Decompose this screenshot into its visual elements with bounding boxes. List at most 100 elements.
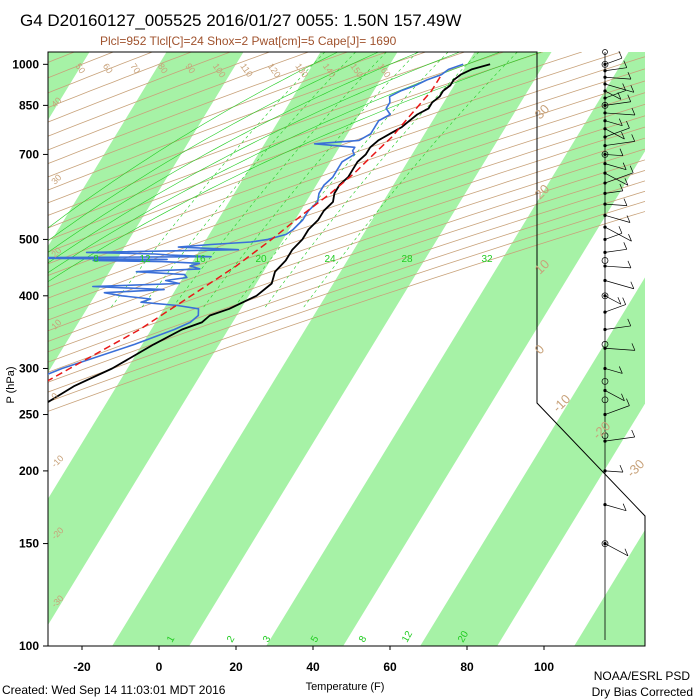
isotherm-band — [574, 529, 645, 646]
dry-adiabat-line — [48, 56, 645, 265]
mixing-ratio-line — [232, 52, 449, 309]
wind-barb-feather — [628, 234, 632, 242]
wind-barb — [604, 163, 627, 171]
wind-barb — [604, 543, 629, 557]
pressure-tick-label: 250 — [19, 408, 39, 422]
wind-barb — [604, 172, 634, 184]
wind-barb — [604, 504, 627, 512]
dry-adiabat-line — [48, 92, 645, 299]
wind-barb — [604, 203, 627, 207]
wind-barb-feather — [630, 281, 635, 289]
barb-calm-circle — [602, 49, 608, 55]
bottom-mixing-label: 12 — [400, 629, 415, 645]
wind-barb-feather — [627, 318, 632, 327]
barb-station-dot — [603, 152, 607, 157]
moist-adiabat-line — [48, 52, 338, 229]
wind-barb-feather — [626, 120, 630, 129]
temperature-tick-label: 20 — [229, 660, 243, 674]
dry-adiabat-line — [48, 180, 645, 383]
wind-barb-feather — [618, 366, 623, 374]
wind-barb — [604, 405, 630, 415]
wind-barb — [604, 120, 623, 126]
wind-barb — [604, 83, 634, 93]
isotherm-label-left: -10 — [49, 453, 65, 469]
wind-barb-feather — [617, 92, 622, 100]
dry-adiabat-line — [48, 148, 645, 353]
pressure-gridlines — [43, 63, 545, 650]
pressure-tick-label: 700 — [19, 147, 39, 161]
wind-barb — [604, 368, 623, 374]
dry-adiabat-line — [48, 137, 645, 342]
wind-barb-feather — [627, 94, 632, 102]
barb-station-dot — [603, 171, 607, 175]
barb-calm-circle — [601, 396, 609, 404]
dry-adiabat-line — [48, 52, 348, 165]
wind-barb-feather — [619, 148, 624, 156]
temperature-tick-label: 60 — [383, 660, 397, 674]
bottom-mixing-label: 20 — [456, 629, 471, 645]
wind-barb-feather — [622, 503, 627, 511]
wind-barb — [604, 67, 627, 72]
mixing-ratio-label: 12 — [139, 254, 151, 265]
dry-adiabat-line — [48, 52, 426, 191]
parcel-profile — [48, 76, 441, 382]
wind-barb-feather — [627, 71, 632, 80]
wind-barb — [604, 190, 623, 194]
wind-barb-feather — [619, 183, 624, 192]
wind-barb-feather — [618, 226, 623, 234]
barb-calm-circle — [601, 102, 609, 109]
pressure-tick-label: 1000 — [12, 57, 39, 71]
wind-barb-feather — [631, 134, 636, 142]
dry-adiabat-line — [48, 211, 645, 412]
dry-adiabat-line — [48, 190, 645, 393]
barb-calm-circle — [601, 151, 609, 158]
dry-adiabat-line — [48, 52, 465, 204]
wind-barb — [604, 304, 626, 313]
pressure-tick-label: 400 — [19, 289, 39, 303]
pressure-tick-label: 100 — [19, 639, 39, 653]
bottom-mixing-label: 5 — [309, 634, 322, 645]
bias-note: Dry Bias Corrected — [592, 685, 693, 699]
pressure-tick-label: 850 — [19, 98, 39, 112]
dry-adiabats — [0, 52, 645, 646]
wind-barb-feather — [626, 398, 630, 406]
dry-adiabat-line — [48, 200, 645, 403]
wind-barb — [604, 390, 625, 402]
wind-barb-feather — [617, 297, 622, 305]
pressure-tick-label: 500 — [19, 232, 39, 246]
wind-barb-feather — [631, 343, 636, 351]
wind-barb — [604, 347, 635, 351]
isotherm-band — [112, 52, 552, 646]
pressure-tick-label: 300 — [19, 361, 39, 375]
barb-calm-circle — [601, 257, 609, 264]
temperature-tick-label: 0 — [156, 660, 163, 674]
moist-adiabat-line — [48, 52, 420, 253]
bottom-mixing-label: 1 — [165, 634, 178, 645]
temperature-tick-label: -20 — [73, 660, 91, 674]
moist-adiabat-line — [48, 52, 501, 273]
temperature-tick-label: 80 — [460, 660, 474, 674]
mixing-ratio-line — [140, 52, 356, 309]
wind-barb — [604, 232, 623, 240]
dry-adiabat-line — [48, 80, 645, 288]
dry-adiabat-label: 50 — [73, 61, 87, 75]
wind-barb — [604, 226, 632, 242]
dry-adiabat-line — [48, 52, 387, 178]
y-axis-label: P (hPa) — [5, 366, 17, 403]
dry-adiabat-line — [0, 52, 35, 646]
temperature-profile — [48, 63, 491, 404]
mixing-ratio-label: 20 — [255, 254, 267, 265]
sounding-profiles — [48, 63, 491, 404]
dry-adiabat-line — [48, 68, 645, 276]
wind-barb-feather — [623, 60, 628, 68]
dry-adiabat-label: 60 — [101, 61, 115, 75]
dry-adiabat-line — [48, 126, 645, 332]
wind-barb — [604, 90, 626, 99]
dry-adiabat-line — [48, 170, 645, 373]
wind-barb — [604, 280, 634, 290]
dry-adiabat-label: 80 — [156, 61, 170, 75]
isotherm-band — [420, 277, 645, 646]
barb-calm-circle — [601, 432, 609, 439]
moist-adiabats — [48, 52, 542, 309]
